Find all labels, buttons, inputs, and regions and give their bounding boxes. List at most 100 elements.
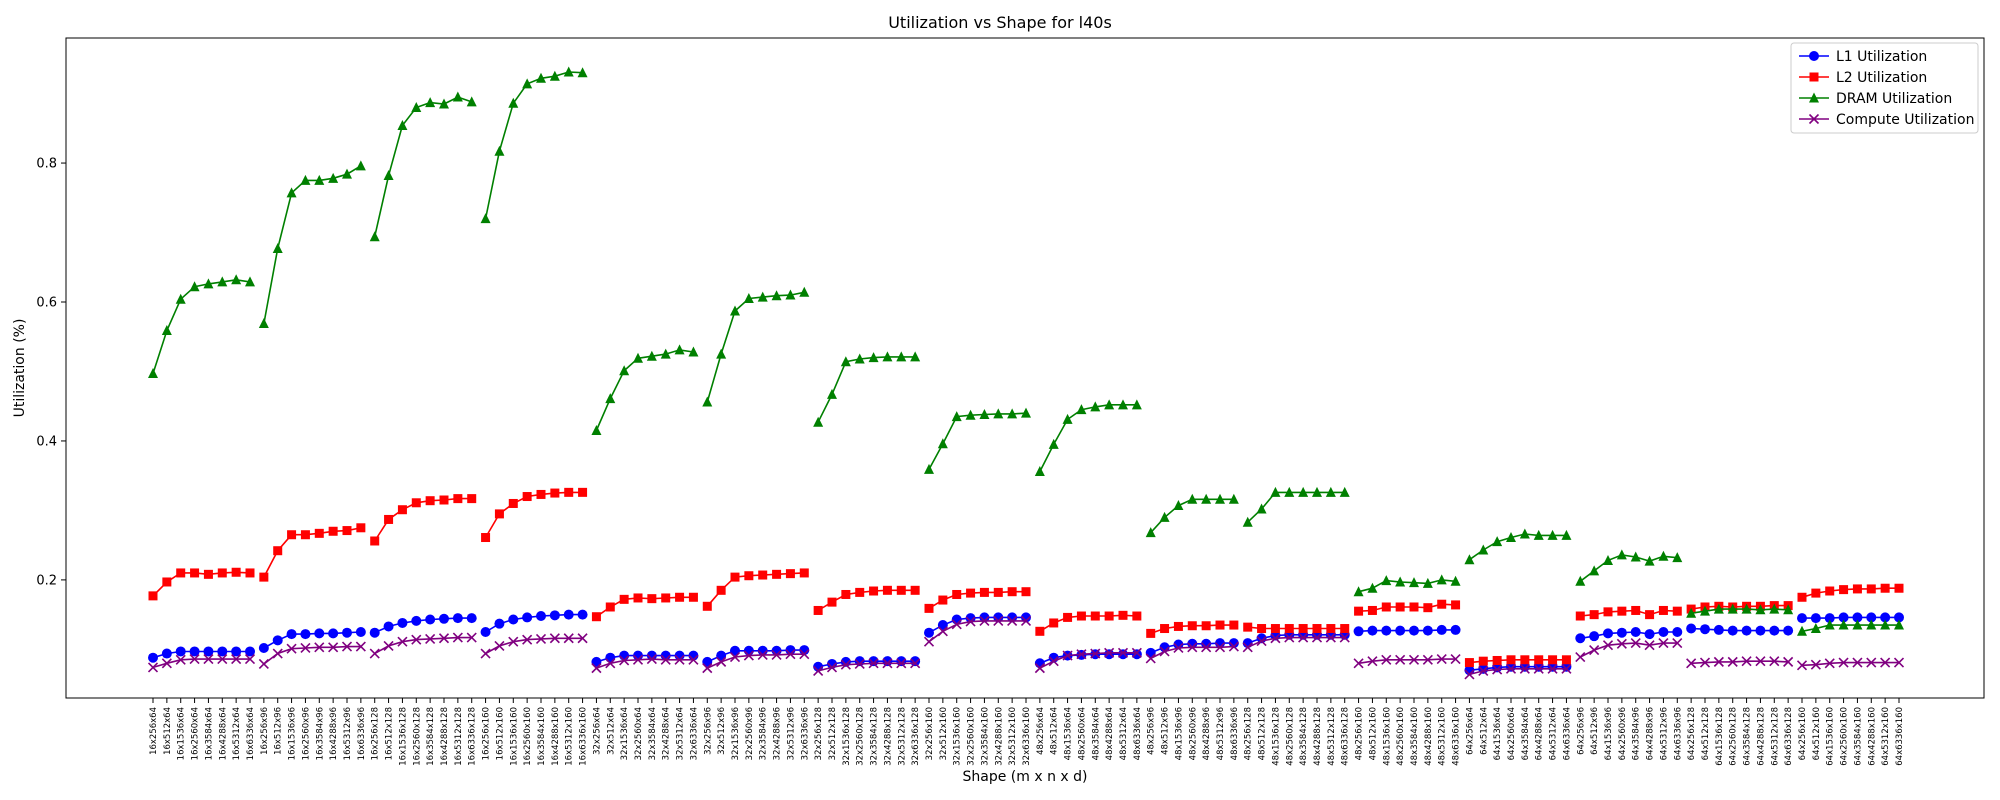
data-point [1021,587,1031,597]
data-point [1409,625,1419,636]
data-point [799,649,810,660]
y-tick-label: 0.8 [36,157,57,172]
data-point [1270,624,1280,634]
data-point [1631,605,1641,615]
data-point [1520,655,1530,665]
data-point [605,652,616,663]
data-point [342,526,352,536]
data-point [1173,642,1184,654]
x-tick-label: 16x512x160 [495,707,505,760]
data-point [1700,605,1710,616]
x-tick-label: 64x256x160 [1798,707,1808,760]
data-point [1228,641,1239,652]
data-point [993,615,1004,626]
series-line-segment [485,637,583,655]
data-point [217,646,228,657]
data-point [1381,625,1392,636]
data-point [1395,625,1406,636]
data-point [1160,624,1170,634]
data-point [702,601,712,611]
data-point [1741,625,1752,636]
data-point [1132,611,1142,621]
x-tick-label: 48x2560x96 [1188,707,1198,760]
data-point [342,627,352,638]
data-point [494,640,505,651]
x-tick-label: 16x4288x128 [440,707,450,766]
x-tick-label: 16x6336x160 [579,707,589,766]
data-point [1727,603,1738,614]
data-point [799,568,809,578]
data-point [231,274,242,285]
x-tick-label: 64x5312x160 [1881,707,1891,766]
data-point [771,290,782,301]
series-line-segment [1039,403,1137,472]
data-point [896,351,907,362]
data-point [1839,585,1849,595]
series-dram-utilization [148,66,1904,636]
data-point [1492,655,1502,665]
data-point [1020,615,1032,626]
data-point [397,505,407,515]
data-point [646,650,657,661]
data-point [743,293,754,304]
data-point [1603,554,1613,565]
data-point [1325,632,1336,643]
data-point [869,586,879,596]
x-tick-label: 16x5312x64 [232,707,242,760]
data-point [1478,544,1489,555]
x-tick-label: 32x4288x160 [994,707,1004,766]
data-point [1104,399,1115,410]
x-tick-label: 32x1536x160 [953,707,963,766]
x-tick-label: 32x256x128 [814,707,824,760]
data-point [148,591,158,601]
data-point [384,514,394,524]
data-point [896,585,906,595]
data-point [258,318,269,329]
series-line-segment [817,662,916,672]
data-point [1173,621,1183,631]
x-tick-label: 48x6336x96 [1230,707,1240,760]
data-point [466,96,477,107]
data-point [355,641,366,652]
y-tick-label: 0.4 [36,434,57,449]
x-tick-label: 32x1536x64 [620,707,630,760]
data-point [1436,624,1447,635]
data-point [383,621,394,632]
x-tick-label: 32x3584x128 [870,707,880,766]
x-tick-label: 16x4288x96 [329,707,339,760]
data-point [744,571,754,581]
x-tick-label: 16x512x128 [385,707,395,760]
data-point [564,487,574,497]
x-tick-label: 32x256x160 [925,707,935,760]
data-point [937,438,948,449]
x-tick-label: 64x4288x128 [1756,707,1766,766]
y-tick-label: 0.2 [36,573,57,588]
data-point [619,650,630,661]
data-point [1797,592,1807,602]
data-point [993,408,1004,419]
data-point [480,627,491,637]
data-point [1076,611,1086,621]
legend-label: L2 Utilization [1836,70,1927,86]
data-point [1575,611,1585,621]
data-point [286,187,297,198]
x-tick-label: 64x2560x64 [1507,707,1517,760]
data-point [1325,486,1336,497]
x-tick-label: 16x6336x128 [468,707,478,766]
data-point [1810,623,1821,634]
data-point [175,654,186,665]
data-point [951,619,962,630]
data-point [1783,656,1794,667]
data-point [1769,603,1780,614]
x-tick-label: 48x4288x160 [1424,707,1434,766]
data-point [633,593,643,603]
data-point [452,632,463,643]
data-point [1145,653,1156,664]
data-point [1589,610,1599,620]
data-point [1810,613,1821,624]
data-point [244,654,256,665]
data-point [536,489,546,499]
data-point [896,656,907,667]
data-point [147,662,159,673]
data-point [938,595,948,605]
